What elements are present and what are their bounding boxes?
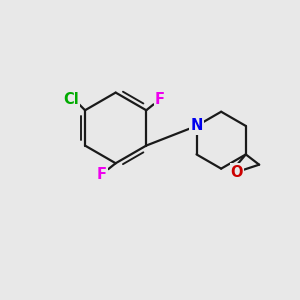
Text: Cl: Cl — [63, 92, 79, 107]
Text: N: N — [190, 118, 203, 134]
Text: F: F — [155, 92, 165, 107]
Text: O: O — [231, 165, 243, 180]
Text: F: F — [97, 167, 107, 182]
